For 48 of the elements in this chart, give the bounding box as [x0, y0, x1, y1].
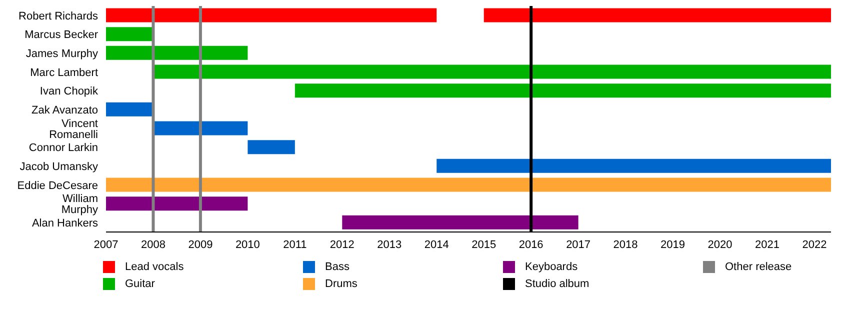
y-tick-label: Marc Lambert: [30, 66, 98, 79]
bar: [342, 215, 578, 230]
bar: [106, 46, 248, 60]
y-tick-label: Robert Richards: [18, 10, 98, 22]
bar: [106, 178, 831, 192]
x-tick-label: 2011: [283, 238, 307, 251]
bar: [484, 8, 831, 22]
x-tick-label: 2018: [613, 238, 638, 251]
y-tick-label: Marcus Becker: [24, 29, 98, 42]
x-tick-label: 2016: [518, 238, 544, 251]
bar: [436, 158, 831, 173]
legend-label: Drums: [325, 278, 358, 290]
y-tick-label: Vincent Romanelli: [49, 118, 98, 141]
bar: [106, 27, 154, 42]
y-tick-label: Jacob Umansky: [20, 160, 98, 173]
x-tick-label: 2022: [802, 238, 827, 251]
legend-label: Bass: [325, 260, 350, 272]
y-tick-label: Alan Hankers: [32, 217, 98, 230]
x-tick-label: 2019: [660, 238, 686, 251]
bar: [106, 196, 248, 211]
y-tick-label: Ivan Chopik: [40, 86, 98, 98]
y-tick-label: William Murphy: [61, 193, 98, 216]
x-tick-label: 2017: [566, 238, 591, 251]
legend-label: Guitar: [125, 278, 155, 290]
x-tick-label: 2014: [424, 238, 449, 251]
x-tick-label: 2012: [330, 238, 354, 251]
bar: [248, 140, 295, 154]
x-tick-label: 2009: [188, 238, 213, 251]
y-tick-label: Connor Larkin: [28, 142, 98, 154]
bar: [294, 84, 831, 98]
y-tick-label: Eddie DeCesare: [17, 180, 98, 192]
legend-label: Studio album: [525, 278, 590, 290]
legend-label: Other release: [725, 260, 792, 272]
bar: [153, 121, 248, 136]
x-tick-label: 2010: [235, 238, 260, 251]
legend-label: Keyboards: [525, 260, 578, 272]
y-tick-label: James Murphy: [26, 48, 98, 60]
legend-label: Lead vocals: [125, 260, 184, 272]
x-tick-label: 2007: [94, 238, 118, 251]
y-tick-label: Zak Avanzato: [32, 104, 98, 116]
x-tick-label: 2021: [754, 238, 780, 251]
x-tick-label: 2020: [708, 238, 732, 251]
x-tick-label: 2008: [140, 238, 166, 251]
x-tick-label: 2013: [377, 238, 402, 251]
bar: [106, 8, 437, 22]
bar: [106, 102, 154, 116]
x-tick-label: 2015: [472, 238, 496, 251]
bar: [153, 64, 831, 79]
